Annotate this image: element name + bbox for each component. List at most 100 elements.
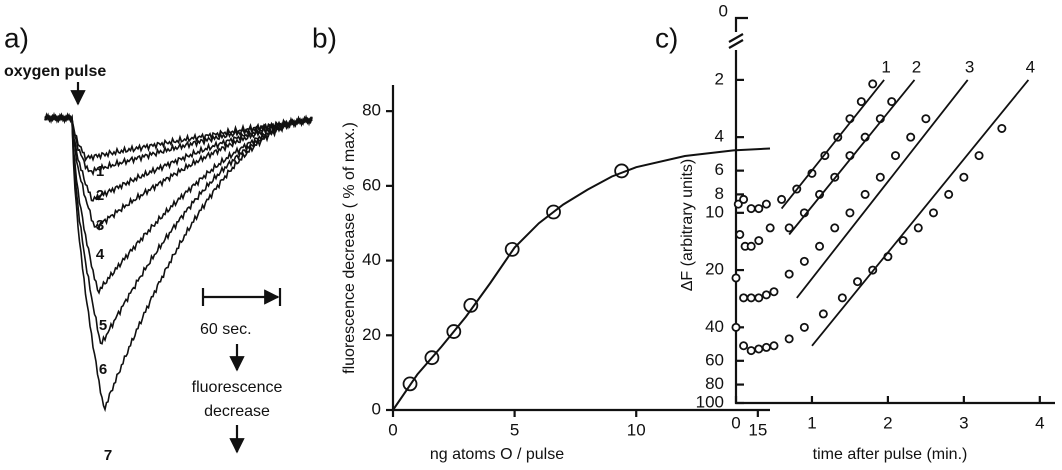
panel-label: a) [4,22,29,53]
trace [44,113,313,295]
y-tick-label: 4 [715,127,724,146]
curve-label: 4 [96,246,105,263]
series-label: 3 [965,57,974,76]
x-tick-label: 1 [807,413,816,432]
curve-label: 2 [96,187,104,204]
point [754,344,764,354]
point [815,241,825,251]
x-tick-label: 2 [883,413,892,432]
y-tick-label: 20 [362,325,381,344]
point [761,199,771,209]
fit-line [811,79,1030,347]
direction-label: fluorescence [192,379,283,396]
point [463,298,479,313]
x-tick-label: 3 [959,413,968,432]
trace [44,113,313,413]
break-label: 0 [719,1,728,20]
x-tick-label: 10 [627,420,646,439]
point [746,293,756,303]
point [769,341,779,351]
y-tick-label: 80 [362,101,381,120]
trace [44,112,313,345]
point [997,123,1007,133]
x-tick-label: 0 [731,413,740,432]
point [799,322,809,332]
fit-line [788,79,916,236]
point [887,97,897,107]
trace [44,111,313,177]
point [856,97,866,107]
y-axis-label: fluorescence decrease ( % of max.) [341,122,358,374]
x-tick-label: 4 [1035,413,1044,432]
point [739,293,749,303]
point [784,269,794,279]
point [754,293,764,303]
point [853,277,863,287]
curve [392,147,771,411]
point [754,204,764,214]
y-tick-label: 40 [705,317,724,336]
point [830,223,840,233]
point [733,199,743,209]
point [898,236,908,246]
point [777,194,787,204]
point [891,151,901,161]
direction-label: decrease [204,403,270,420]
point [739,194,749,204]
point [739,341,749,351]
y-tick-label: 20 [705,260,724,279]
axis-break [728,33,744,49]
series-label: 1 [881,57,890,76]
point [754,236,764,246]
x-tick-label: 5 [510,420,519,439]
point [784,223,794,233]
y-tick-label: 0 [372,399,381,418]
y-tick-label: 6 [715,160,724,179]
point [860,189,870,199]
x-axis-label: ng atoms O / pulse [430,446,564,463]
point [731,322,741,332]
y-tick-label: 60 [705,350,724,369]
point [746,204,756,214]
y-tick-label: 2 [715,69,724,88]
point [799,256,809,266]
trace [44,112,313,231]
point [875,172,885,182]
y-tick-label: 40 [362,250,381,269]
point [746,346,756,356]
series-label: 2 [912,57,921,76]
curve-label: 5 [99,317,107,334]
point [761,342,771,352]
scale-label: 60 sec. [200,321,252,338]
y-tick-label: 8 [715,184,724,203]
x-tick-label: 15 [748,420,767,439]
point [818,309,828,319]
point [959,172,969,182]
curve-label: 7 [104,447,112,464]
panel-label: b) [312,22,337,53]
point [921,114,931,124]
point [845,208,855,218]
series-label: 4 [1026,57,1035,76]
point [761,290,771,300]
x-axis-label: time after pulse (min.) [813,446,968,463]
trace [44,112,313,163]
curve-label: 6 [99,361,107,378]
point [837,293,847,303]
pulse-label: oxygen pulse [4,63,106,80]
axis-top-segment [734,16,748,32]
point [913,223,923,233]
fit-line [780,79,885,210]
point [735,229,745,239]
point [944,189,954,199]
x-tick-label: 0 [388,420,397,439]
point [974,151,984,161]
panel-label: c) [655,22,678,53]
fit-line [796,79,969,299]
point [906,132,916,142]
point [868,79,878,89]
point [769,287,779,297]
y-tick-label: 60 [362,175,381,194]
